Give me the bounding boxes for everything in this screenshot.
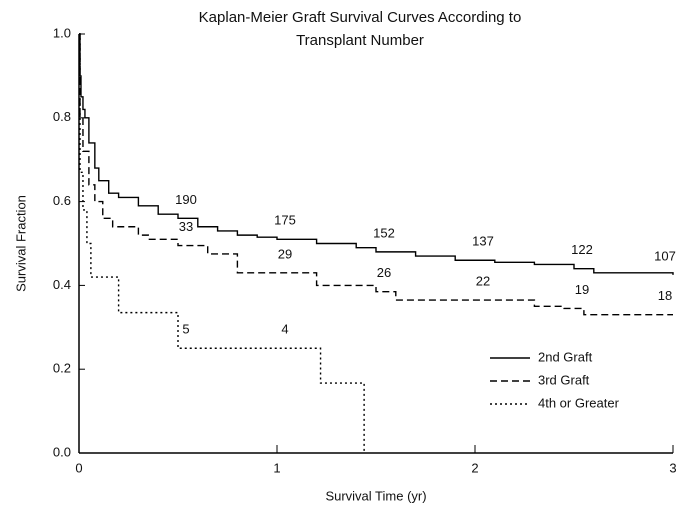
y-axis-label: Survival Fraction (13, 195, 28, 292)
x-axis-label: Survival Time (yr) (325, 488, 426, 503)
x-tick-label: 1 (273, 460, 280, 475)
at-risk-label: 4 (281, 322, 288, 337)
y-tick-label: 0.6 (53, 193, 71, 208)
at-risk-label: 190 (175, 192, 197, 207)
legend-label: 4th or Greater (538, 395, 620, 410)
at-risk-label: 19 (575, 282, 589, 297)
y-tick-label: 1.0 (53, 25, 71, 40)
survival-curve (79, 33, 673, 316)
at-risk-label: 152 (373, 225, 395, 240)
legend-label: 2nd Graft (538, 349, 593, 364)
survival-curve (79, 33, 365, 453)
y-tick-label: 0.4 (53, 277, 71, 292)
at-risk-label: 175 (274, 213, 296, 228)
legend-label: 3rd Graft (538, 372, 590, 387)
at-risk-label: 5 (182, 322, 189, 337)
at-risk-label: 18 (658, 288, 672, 303)
y-tick-label: 0.8 (53, 109, 71, 124)
x-tick-label: 2 (471, 460, 478, 475)
at-risk-label: 29 (278, 246, 292, 261)
at-risk-label: 22 (476, 274, 490, 289)
x-tick-label: 3 (669, 460, 676, 475)
x-tick-label: 0 (75, 460, 82, 475)
at-risk-label: 33 (179, 219, 193, 234)
at-risk-label: 26 (377, 265, 391, 280)
survival-curve (79, 33, 674, 275)
y-tick-label: 0.2 (53, 361, 71, 376)
at-risk-label: 137 (472, 234, 494, 249)
at-risk-label: 107 (654, 248, 676, 263)
chart-title: Kaplan-Meier Graft Survival Curves Accor… (198, 9, 522, 49)
at-risk-label: 122 (571, 242, 593, 257)
y-tick-label: 0.0 (53, 444, 71, 459)
